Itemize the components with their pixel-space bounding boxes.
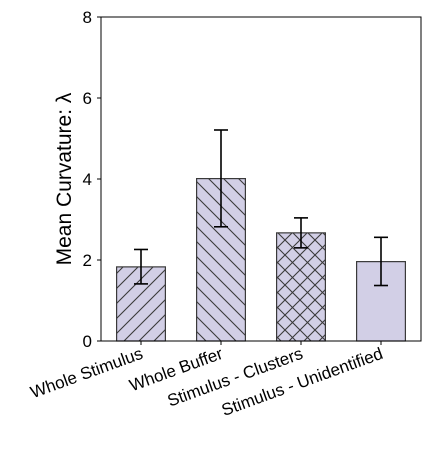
y-tick-label-1: 0 bbox=[83, 332, 92, 351]
y-tick-label-2: 2 bbox=[83, 251, 92, 270]
y-tick-label-4: 6 bbox=[83, 89, 92, 108]
y-axis-ticks: 0 2 4 6 8 bbox=[83, 8, 101, 351]
y-tick-label-3: 4 bbox=[83, 170, 92, 189]
y-tick-label-5: 8 bbox=[83, 8, 92, 27]
y-axis-label: Mean Curvature: λ bbox=[53, 92, 76, 265]
x-tick-label-1: Whole Stimulus bbox=[28, 344, 145, 402]
errorbars-layer bbox=[134, 129, 388, 287]
bars-layer bbox=[115, 177, 407, 342]
bar-3-hatch bbox=[276, 232, 326, 341]
